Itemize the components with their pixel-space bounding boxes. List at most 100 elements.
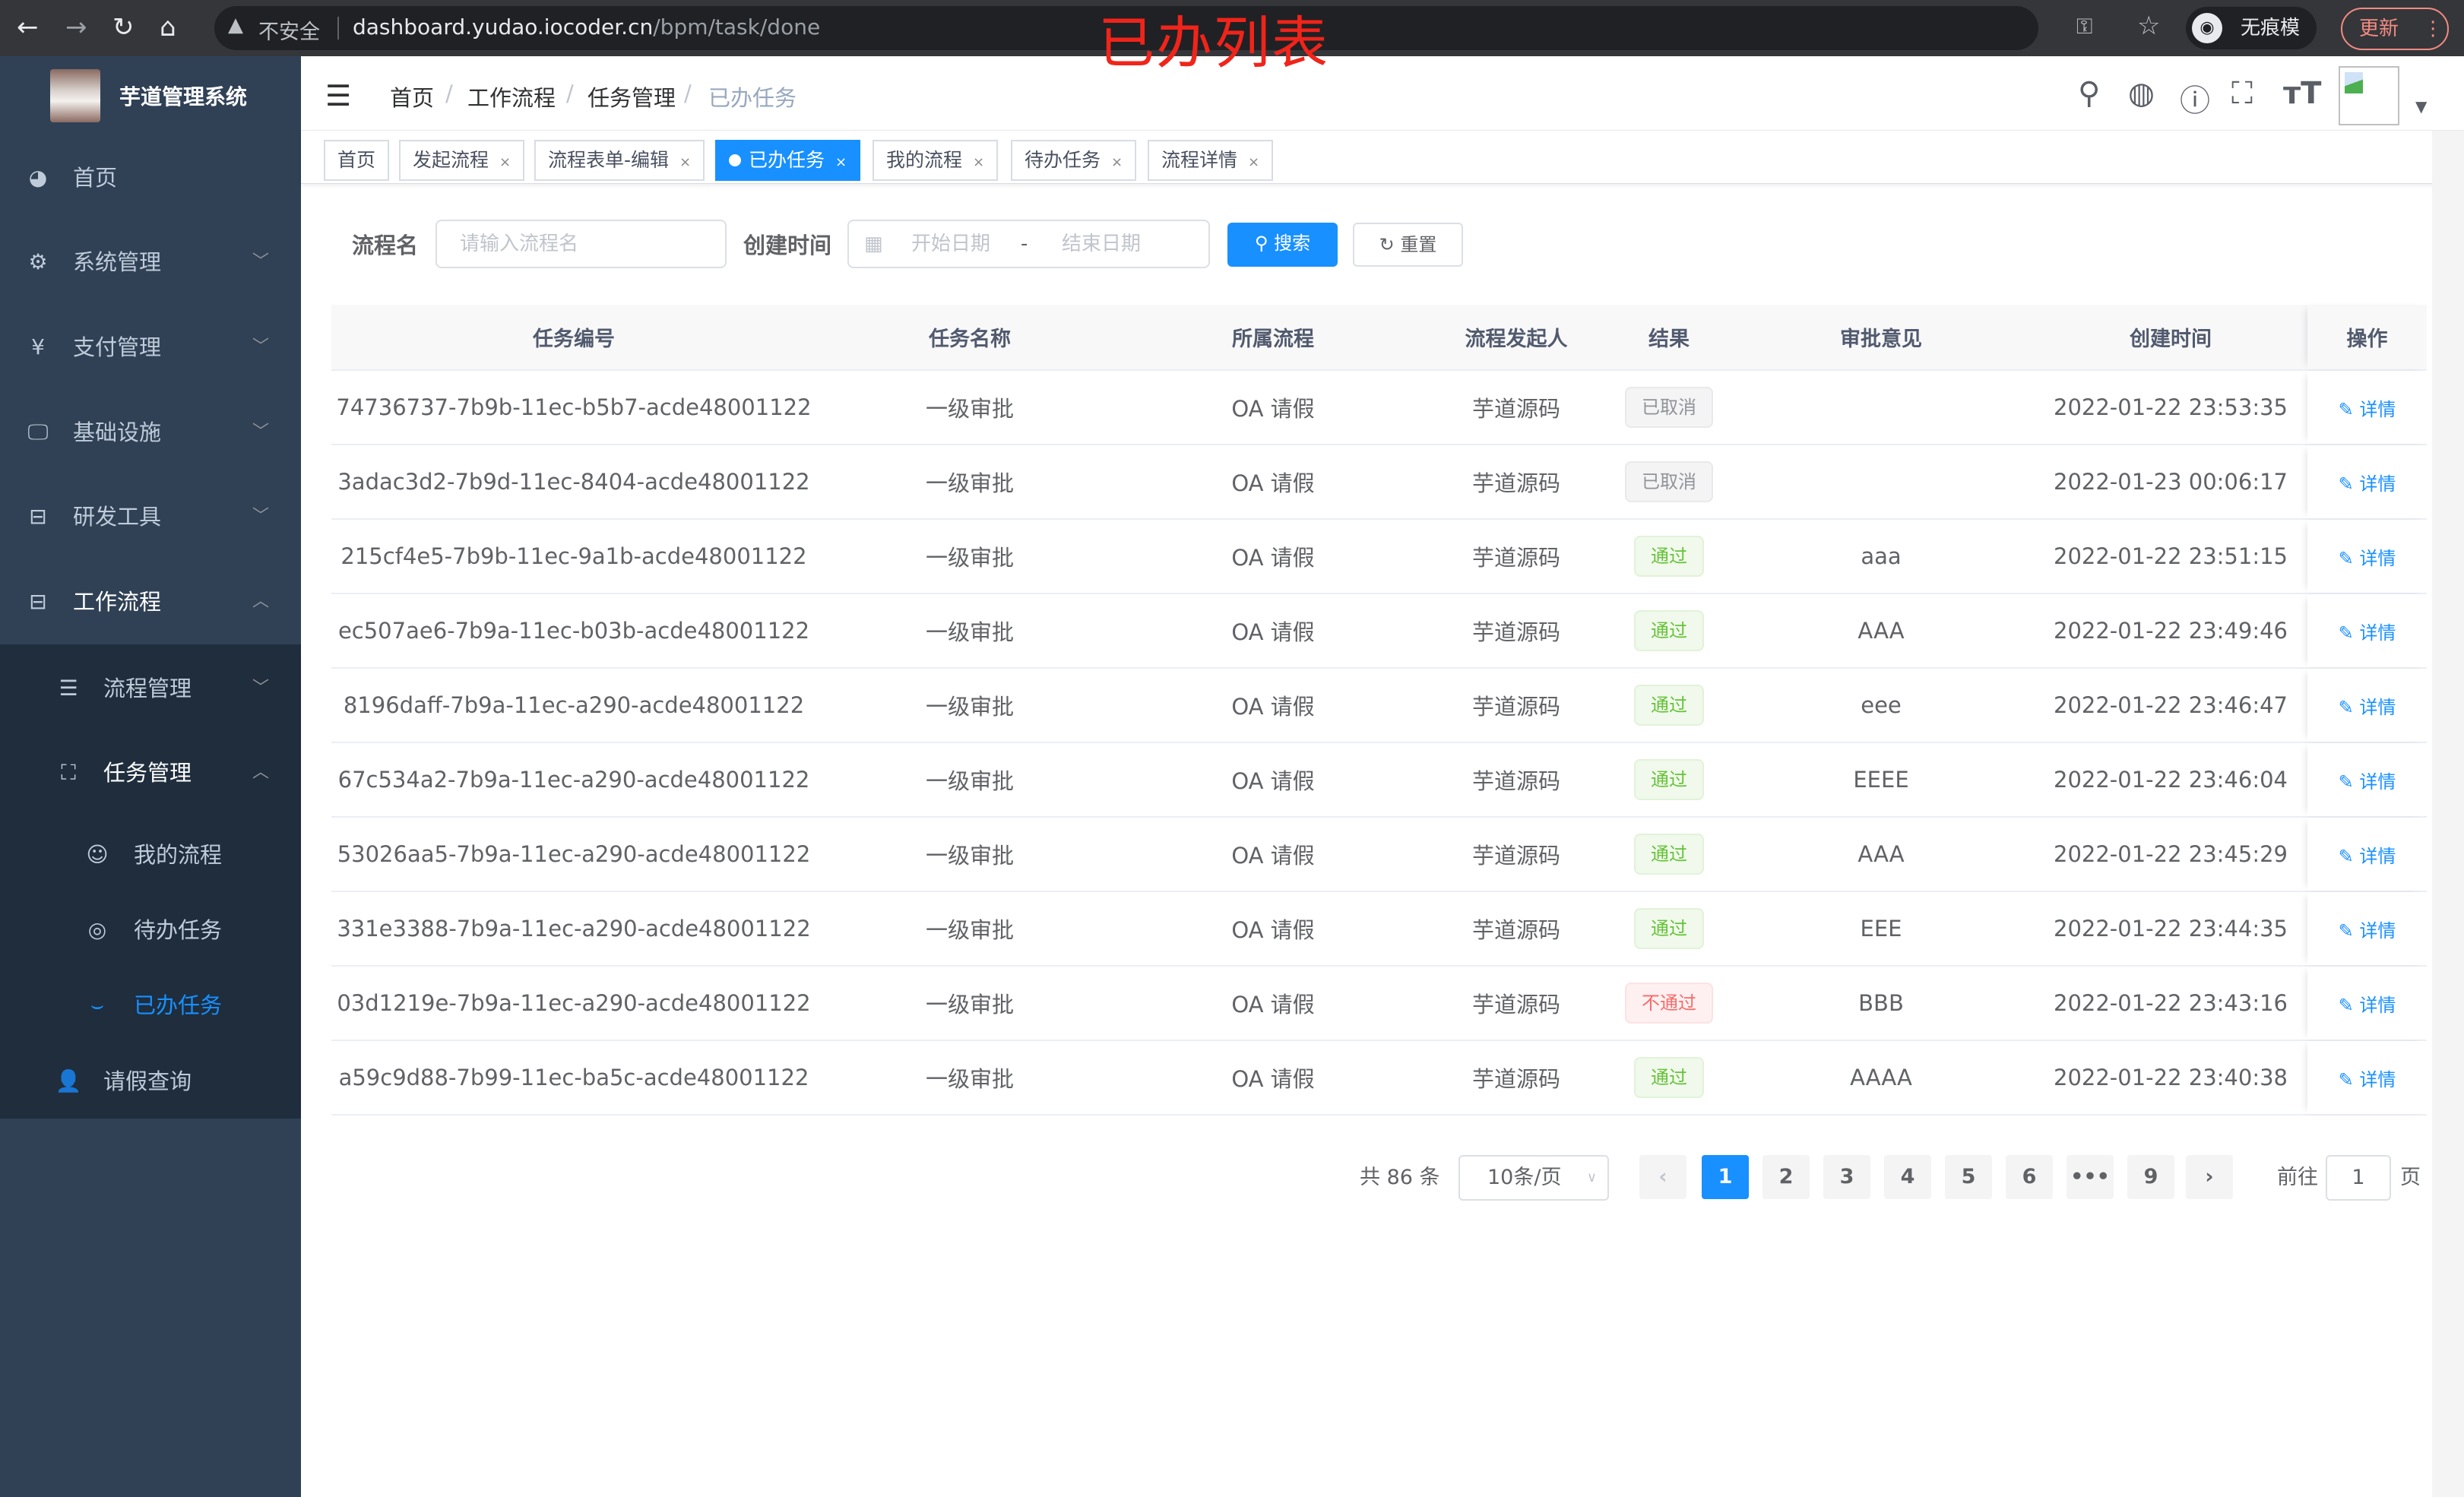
page-size-select[interactable]: 10条/页 ∨ — [1458, 1155, 1609, 1201]
process-name-input[interactable]: 请输入流程名 — [435, 220, 727, 268]
cell-process: OA 请假 — [1231, 992, 1315, 1018]
detail-link[interactable]: ✎ 详情 — [2339, 692, 2396, 719]
tab-process-form-edit[interactable]: 流程表单-编辑 × — [534, 140, 705, 181]
more-pages-button[interactable]: ••• — [2067, 1155, 2114, 1199]
hamburger-icon[interactable]: ☰ — [325, 79, 352, 112]
fullscreen-icon[interactable]: ⛶ — [2231, 76, 2253, 111]
incognito-badge[interactable]: ◉ 无痕模式 — [2186, 7, 2317, 82]
toolbox-icon: ⊟ — [29, 504, 47, 529]
breadcrumb-task-manage[interactable]: 任务管理 — [587, 85, 676, 111]
star-icon[interactable]: ☆ — [2137, 11, 2161, 41]
result-cell: 通过 — [1610, 594, 1728, 667]
tab-process-detail[interactable]: 流程详情 × — [1148, 140, 1274, 181]
detail-link[interactable]: ✎ 详情 — [2339, 469, 2396, 495]
tab-my-process[interactable]: 我的流程 × — [873, 140, 999, 181]
sidebar-item-devtools[interactable]: ⊟ 研发工具 ﹀ — [0, 475, 301, 559]
detail-link[interactable]: ✎ 详情 — [2339, 767, 2396, 793]
sidebar-item-my-process[interactable]: ☺ 我的流程 — [0, 817, 301, 893]
pagination-total: 共 86 条 — [1360, 1166, 1440, 1189]
close-icon[interactable]: × — [679, 154, 692, 170]
page-button[interactable]: 6 — [2006, 1155, 2053, 1199]
reset-button[interactable]: ↻ 重置 — [1353, 223, 1463, 267]
sidebar-item-todo[interactable]: ◎ 待办任务 — [0, 892, 301, 968]
page-button[interactable]: 5 — [1945, 1155, 1992, 1199]
eye-open-icon: ◎ — [87, 917, 107, 942]
detail-link[interactable]: ✎ 详情 — [2339, 841, 2396, 868]
detail-label: 详情 — [2359, 919, 2396, 942]
sidebar-item-workflow[interactable]: ⊟ 工作流程 ︿ — [0, 560, 301, 644]
result-cell: 不通过 — [1610, 967, 1728, 1040]
cell-comment: AAA — [1858, 618, 1905, 644]
caret-down-icon[interactable]: ▼ — [2415, 97, 2428, 116]
sidebar-item-home[interactable]: ◕ 首页 — [0, 136, 301, 220]
update-button[interactable]: 更新 ⋮ — [2341, 8, 2449, 50]
detail-link[interactable]: ✎ 详情 — [2339, 618, 2396, 644]
detail-link[interactable]: ✎ 详情 — [2339, 394, 2396, 421]
edit-icon: ✎ — [2338, 845, 2360, 867]
sidebar-item-task-manage[interactable]: ⛶ 任务管理 ︿ — [0, 731, 301, 815]
font-size-icon[interactable]: ᴛT — [2283, 76, 2322, 111]
tab-home[interactable]: 首页 — [324, 140, 390, 181]
sidebar-item-system[interactable]: ⚙ 系统管理 ﹀ — [0, 220, 301, 304]
close-icon[interactable]: × — [1248, 154, 1260, 170]
sidebar-item-done[interactable]: ⌣ 已办任务 — [0, 967, 301, 1043]
close-icon[interactable]: × — [1111, 154, 1123, 170]
goto-page-input[interactable]: 1 — [2326, 1155, 2391, 1201]
process-name-label: 流程名 — [352, 233, 419, 258]
prev-page-button[interactable]: ‹ — [1639, 1155, 1686, 1199]
page-button[interactable]: 9 — [2127, 1155, 2174, 1199]
sidebar-item-process-manage[interactable]: ☰ 流程管理 ﹀ — [0, 647, 301, 730]
tab-start-process[interactable]: 发起流程 × — [399, 140, 525, 181]
search-icon: ⚲ — [1254, 233, 1275, 254]
tab-done-tasks[interactable]: 已办任务 × — [715, 140, 861, 181]
github-icon[interactable]: ◍ — [2128, 76, 2155, 111]
close-icon[interactable]: × — [499, 154, 511, 170]
cell-process: OA 请假 — [1231, 545, 1315, 571]
forward-icon[interactable]: → — [65, 12, 87, 43]
sidebar-item-label: 任务管理 — [103, 760, 192, 786]
detail-link[interactable]: ✎ 详情 — [2339, 543, 2396, 570]
detail-link[interactable]: ✎ 详情 — [2339, 1065, 2396, 1091]
cell-time: 2022-01-23 00:06:17 — [2054, 469, 2288, 495]
start-date-input[interactable]: 开始日期 — [911, 233, 991, 255]
search-button[interactable]: ⚲ 搜索 — [1227, 223, 1338, 267]
date-range-picker[interactable]: ▦ 开始日期 - 结束日期 — [847, 220, 1210, 268]
close-icon[interactable]: × — [973, 154, 985, 170]
app-title: 芋道管理系统 — [119, 84, 248, 109]
back-icon[interactable]: ← — [17, 12, 39, 43]
breadcrumb-workflow[interactable]: 工作流程 — [467, 85, 556, 111]
key-icon[interactable]: ⚿ — [2076, 14, 2093, 39]
page-button[interactable]: 2 — [1762, 1155, 1810, 1199]
cell-id: 67c534a2-7b9a-11ec-a290-acde48001122 — [337, 767, 810, 793]
tab-todo-tasks[interactable]: 待办任务 × — [1011, 140, 1137, 181]
page-button[interactable]: 4 — [1884, 1155, 1931, 1199]
sidebar-item-infra[interactable]: 🖵 基础设施 ﹀ — [0, 391, 301, 474]
yen-icon: ¥ — [31, 334, 45, 359]
cell-time: 2022-01-22 23:46:04 — [2054, 767, 2288, 793]
warning-icon: ▲ — [228, 14, 243, 36]
end-date-input[interactable]: 结束日期 — [1062, 233, 1142, 255]
detail-link[interactable]: ✎ 详情 — [2339, 990, 2396, 1017]
detail-label: 详情 — [2359, 398, 2396, 420]
scrollbar[interactable] — [2432, 131, 2464, 1497]
reload-icon[interactable]: ↻ — [112, 12, 135, 43]
address-bar[interactable]: ▲ 不安全 dashboard.yudao.iocoder.cn/bpm/tas… — [214, 6, 2160, 50]
search-icon[interactable]: ⚲ — [2078, 76, 2101, 111]
sidebar-item-leave[interactable]: 👤 请假查询 — [0, 1040, 301, 1123]
page-button[interactable]: 1 — [1702, 1155, 1749, 1199]
detail-link[interactable]: ✎ 详情 — [2339, 916, 2396, 942]
detail-label: 详情 — [2359, 1068, 2396, 1090]
breadcrumb-home[interactable]: 首页 — [390, 85, 435, 111]
cell-name: 一级审批 — [925, 992, 1014, 1018]
page-button[interactable]: 3 — [1823, 1155, 1870, 1199]
sidebar-item-label: 我的流程 — [134, 842, 223, 868]
next-page-button[interactable]: › — [2186, 1155, 2233, 1199]
avatar[interactable] — [2339, 66, 2399, 125]
home-icon[interactable]: ⌂ — [160, 12, 176, 43]
sidebar-item-pay[interactable]: ¥ 支付管理 ﹀ — [0, 305, 301, 389]
close-icon[interactable]: × — [835, 154, 847, 170]
url[interactable]: dashboard.yudao.iocoder.cn/bpm/task/done — [353, 14, 820, 40]
cell-id: 74736737-7b9b-11ec-b5b7-acde48001122 — [336, 394, 812, 420]
help-icon[interactable]: ⓘ — [2180, 84, 2210, 119]
table-row: 67c534a2-7b9a-11ec-a290-acde48001122 一级审批… — [331, 743, 2427, 818]
